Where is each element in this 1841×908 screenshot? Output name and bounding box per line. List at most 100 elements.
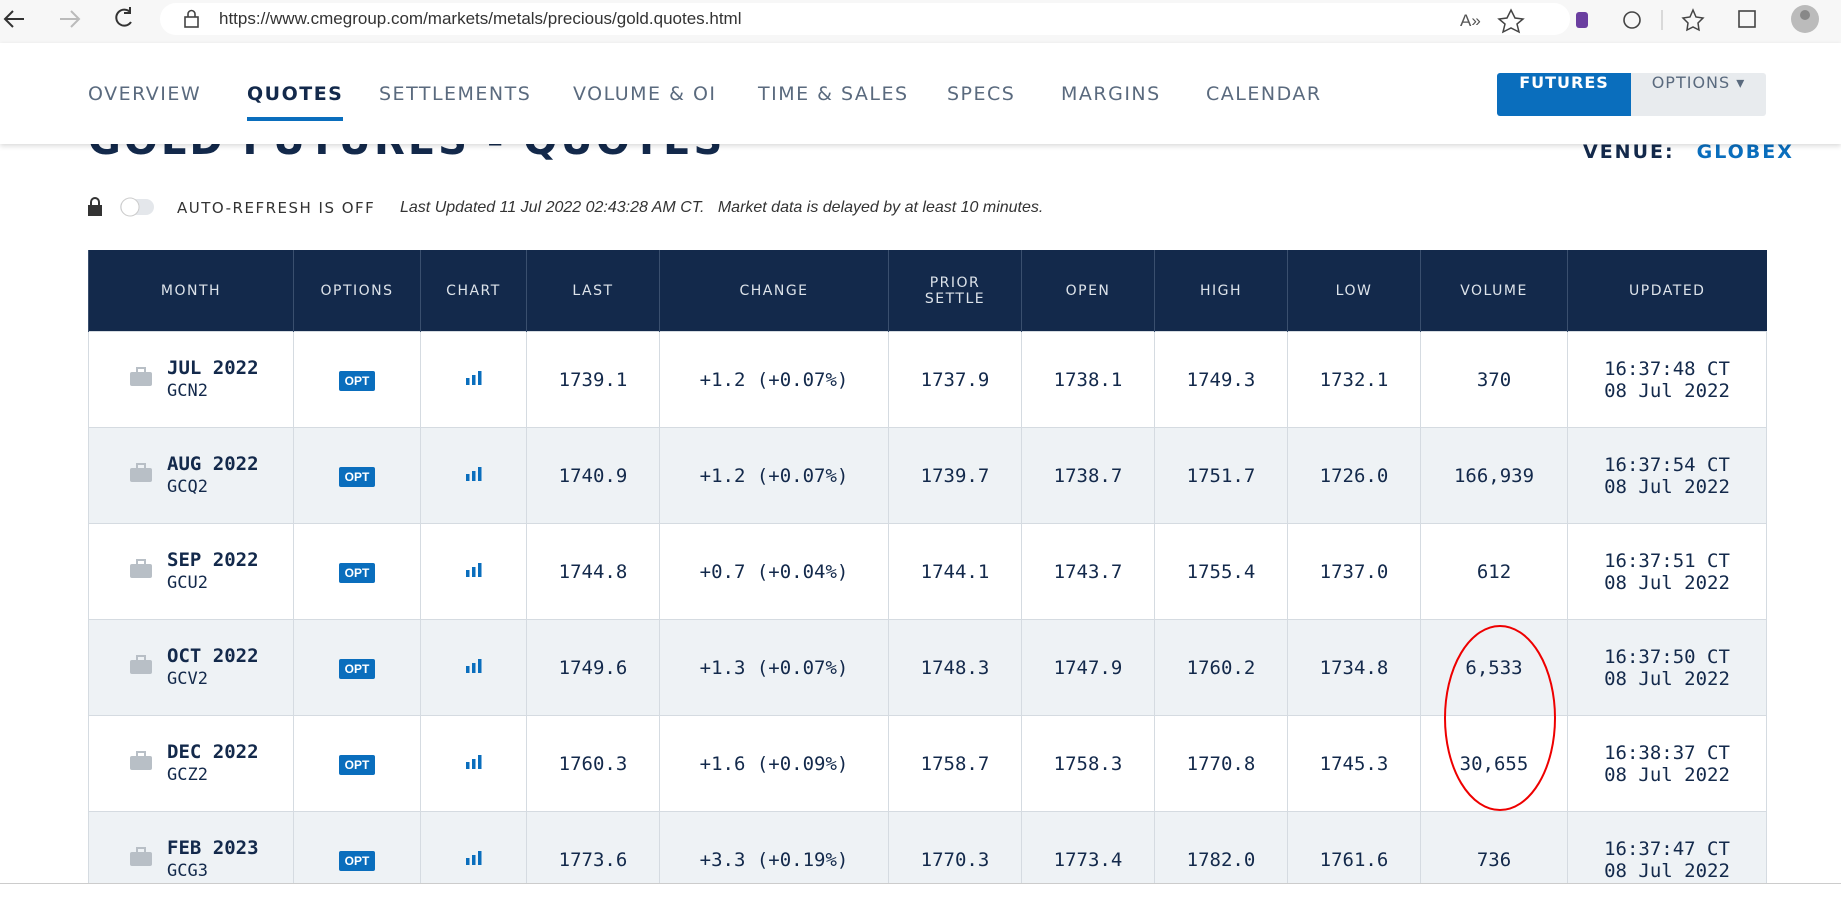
contract-icon	[130, 367, 152, 386]
contract-icon	[130, 847, 152, 866]
browser-bar: https://www.cmegroup.com/markets/metals/…	[0, 0, 1841, 44]
auto-refresh-toggle[interactable]	[118, 195, 158, 219]
contract-code: GCQ2	[167, 477, 208, 497]
contract-code: GCN2	[167, 381, 208, 401]
product-nav: OVERVIEW QUOTES SETTLEMENTS VOLUME & OI TIME…	[0, 43, 1841, 144]
last-cell: 1739.1	[526, 331, 660, 428]
nav-tab[interactable]: SETTLEMENTS	[379, 83, 532, 105]
month-cell: AUG 2022 GCQ2	[88, 427, 294, 524]
header-text: VOLUME	[1460, 282, 1528, 299]
month-wrap: JUL 2022 GCN2	[89, 357, 293, 402]
open-cell: 1758.3	[1021, 715, 1155, 812]
updated-date: 08 Jul 2022	[1604, 379, 1730, 402]
lock-icon	[88, 197, 102, 216]
header-text: OPTIONS	[320, 282, 394, 299]
updated-date: 08 Jul 2022	[1604, 859, 1730, 882]
opt-badge[interactable]: OPT	[338, 851, 376, 871]
nav-tab[interactable]: VOLUME & OI	[573, 83, 717, 105]
high-cell: 1760.2	[1154, 619, 1288, 716]
month-cell: SEP 2022 GCU2	[88, 523, 294, 620]
contract-code: GCZ2	[167, 765, 208, 785]
change-cell: +1.3 (+0.07%)	[659, 619, 889, 716]
opt-badge[interactable]: OPT	[338, 467, 376, 487]
month: DEC 2022	[167, 741, 259, 763]
change-cell: +1.6 (+0.09%)	[659, 715, 889, 812]
chart-icon[interactable]	[464, 370, 484, 386]
month-wrap: SEP 2022 GCU2	[89, 549, 293, 594]
venue-value: GLOBEX	[1696, 141, 1794, 163]
month: FEB 2023	[167, 837, 259, 859]
nav-tab[interactable]: MARGINS	[1061, 83, 1161, 105]
contract-icon	[130, 559, 152, 578]
quote-row: JUL 2022 GCN2 OPT 1739.1 +1.2 (+0.07%) 1737.9…	[88, 331, 1767, 428]
chart-icon[interactable]	[464, 754, 484, 770]
nav-tab[interactable]: CALENDAR	[1206, 83, 1322, 105]
column-header: VOLUME	[1420, 250, 1568, 332]
month-wrap: AUG 2022 GCQ2	[89, 453, 293, 498]
updated-time: 16:37:50 CT	[1604, 645, 1730, 668]
updated-date: 08 Jul 2022	[1604, 475, 1730, 498]
volume-cell: 612	[1420, 523, 1568, 620]
header-text: CHART	[446, 282, 501, 299]
low-cell: 1732.1	[1287, 331, 1421, 428]
low-cell: 1737.0	[1287, 523, 1421, 620]
url-text: https://www.cmegroup.com/markets/metals/…	[219, 9, 742, 28]
opt-badge[interactable]: OPT	[338, 755, 376, 775]
column-header: OPTIONS	[293, 250, 421, 332]
month: OCT 2022	[167, 645, 259, 667]
futures-button[interactable]: FUTURES	[1497, 73, 1631, 116]
column-header: LAST	[526, 250, 660, 332]
column-header: PRIOR SETTLE	[888, 250, 1022, 332]
updated-time: 16:37:47 CT	[1604, 837, 1730, 860]
nav-tab[interactable]: SPECS	[947, 83, 1016, 105]
header-text: HIGH	[1199, 282, 1243, 299]
table-body: JUL 2022 GCN2 OPT 1739.1 +1.2 (+0.07%) 1737.9…	[88, 331, 1767, 908]
chart-cell	[420, 619, 527, 716]
low-cell: 1734.8	[1287, 619, 1421, 716]
high-cell: 1749.3	[1154, 331, 1288, 428]
opt-badge[interactable]: OPT	[338, 659, 376, 679]
quotes-table: MONTH OPTIONS CHART LAST CHANGE PRIOR SETTLE O…	[88, 250, 1767, 908]
last-cell: 1740.9	[526, 427, 660, 524]
column-header: LOW	[1287, 250, 1421, 332]
header-row: MONTH OPTIONS CHART LAST CHANGE PRIOR SETTLE O…	[88, 250, 1767, 332]
options-cell: OPT	[293, 619, 421, 716]
last-cell: 1760.3	[526, 715, 660, 812]
updated-cell: 16:38:37 CT 08 Jul 2022	[1567, 715, 1767, 812]
opt-badge[interactable]: OPT	[338, 563, 376, 583]
header-text: MONTH	[160, 282, 222, 299]
chart-icon[interactable]	[464, 562, 484, 578]
nav-tab[interactable]: TIME & SALES	[758, 83, 909, 105]
options-button[interactable]: OPTIONS ▾	[1631, 73, 1766, 116]
chart-cell	[420, 331, 527, 428]
updated-cell: 16:37:51 CT 08 Jul 2022	[1567, 523, 1767, 620]
prior-settle-cell: 1744.1	[888, 523, 1022, 620]
chart-icon[interactable]	[464, 850, 484, 866]
nav-tab[interactable]: QUOTES	[247, 83, 344, 121]
updated-date: 08 Jul 2022	[1604, 667, 1730, 690]
updated-cell: 16:37:54 CT 08 Jul 2022	[1567, 427, 1767, 524]
quote-row: AUG 2022 GCQ2 OPT 1740.9 +1.2 (+0.07%) 1739.7…	[88, 427, 1767, 524]
low-cell: 1726.0	[1287, 427, 1421, 524]
options-cell: OPT	[293, 523, 421, 620]
change-cell: +1.2 (+0.07%)	[659, 427, 889, 524]
column-header: CHANGE	[659, 250, 889, 332]
opt-badge[interactable]: OPT	[338, 371, 376, 391]
venue: VENUE: GLOBEX	[1583, 141, 1794, 163]
lock-icon	[184, 9, 199, 28]
chart-icon[interactable]	[464, 658, 484, 674]
month: AUG 2022	[167, 453, 259, 475]
options-cell: OPT	[293, 427, 421, 524]
contract-icon	[130, 655, 152, 674]
chart-icon[interactable]	[464, 466, 484, 482]
updated-time: 16:37:54 CT	[1604, 453, 1730, 476]
contract-icon	[130, 751, 152, 770]
nav-tab[interactable]: OVERVIEW	[88, 83, 202, 105]
contract-code: GCG3	[167, 861, 208, 881]
address-bar[interactable]: https://www.cmegroup.com/markets/metals/…	[160, 3, 1570, 35]
volume-cell: 166,939	[1420, 427, 1568, 524]
prior-settle-cell: 1737.9	[888, 331, 1022, 428]
profile-icons	[1738, 5, 1819, 33]
chart-cell	[420, 715, 527, 812]
